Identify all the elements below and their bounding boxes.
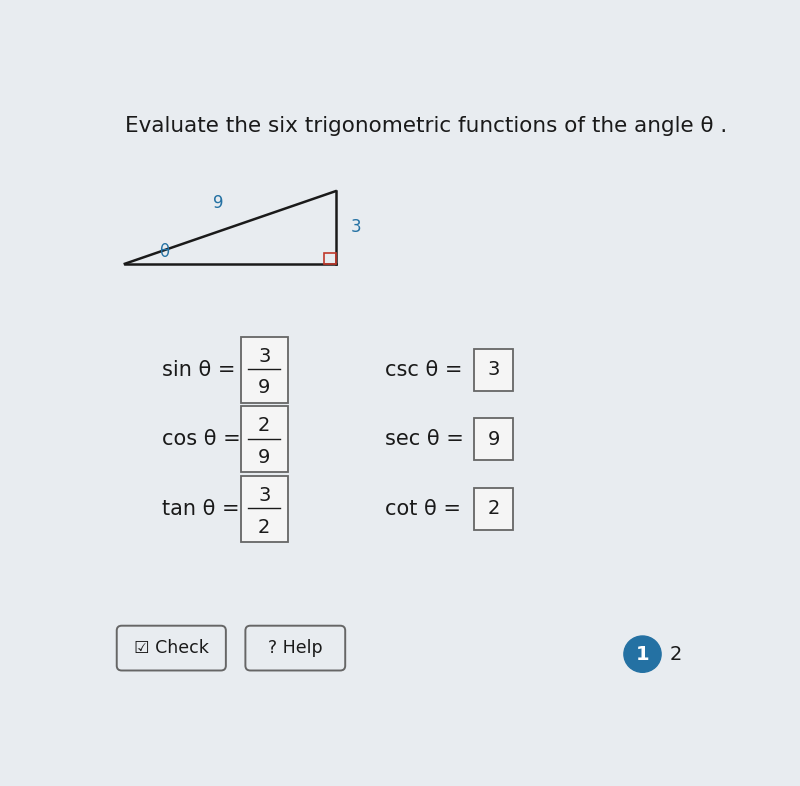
Text: tan θ =: tan θ = <box>162 499 240 519</box>
FancyBboxPatch shape <box>246 626 346 670</box>
Text: csc θ =: csc θ = <box>386 360 462 380</box>
FancyBboxPatch shape <box>474 418 513 460</box>
Text: θ: θ <box>159 243 169 261</box>
Text: 2: 2 <box>258 417 270 435</box>
Text: 3: 3 <box>258 347 270 365</box>
Text: ☑ Check: ☑ Check <box>134 639 209 657</box>
FancyBboxPatch shape <box>474 349 513 391</box>
Text: 3: 3 <box>351 219 362 237</box>
Text: 9: 9 <box>258 448 270 467</box>
Text: sin θ =: sin θ = <box>162 360 235 380</box>
FancyBboxPatch shape <box>241 406 288 472</box>
Text: sec θ =: sec θ = <box>386 429 464 450</box>
FancyBboxPatch shape <box>117 626 226 670</box>
Text: 2: 2 <box>258 517 270 537</box>
Text: 2: 2 <box>669 645 682 663</box>
Text: 3: 3 <box>487 360 500 379</box>
Text: 1: 1 <box>636 645 650 663</box>
Text: 9: 9 <box>487 430 500 449</box>
Text: 2: 2 <box>487 499 500 519</box>
Text: 9: 9 <box>213 194 223 212</box>
FancyBboxPatch shape <box>241 476 288 542</box>
Text: cot θ =: cot θ = <box>386 499 461 519</box>
Text: cos θ =: cos θ = <box>162 429 241 450</box>
Text: 3: 3 <box>258 486 270 505</box>
FancyBboxPatch shape <box>241 336 288 402</box>
Text: ? Help: ? Help <box>268 639 322 657</box>
Circle shape <box>624 636 661 672</box>
Text: 9: 9 <box>258 378 270 398</box>
Text: Evaluate the six trigonometric functions of the angle θ .: Evaluate the six trigonometric functions… <box>125 116 727 135</box>
Bar <box>325 253 336 264</box>
FancyBboxPatch shape <box>474 488 513 530</box>
